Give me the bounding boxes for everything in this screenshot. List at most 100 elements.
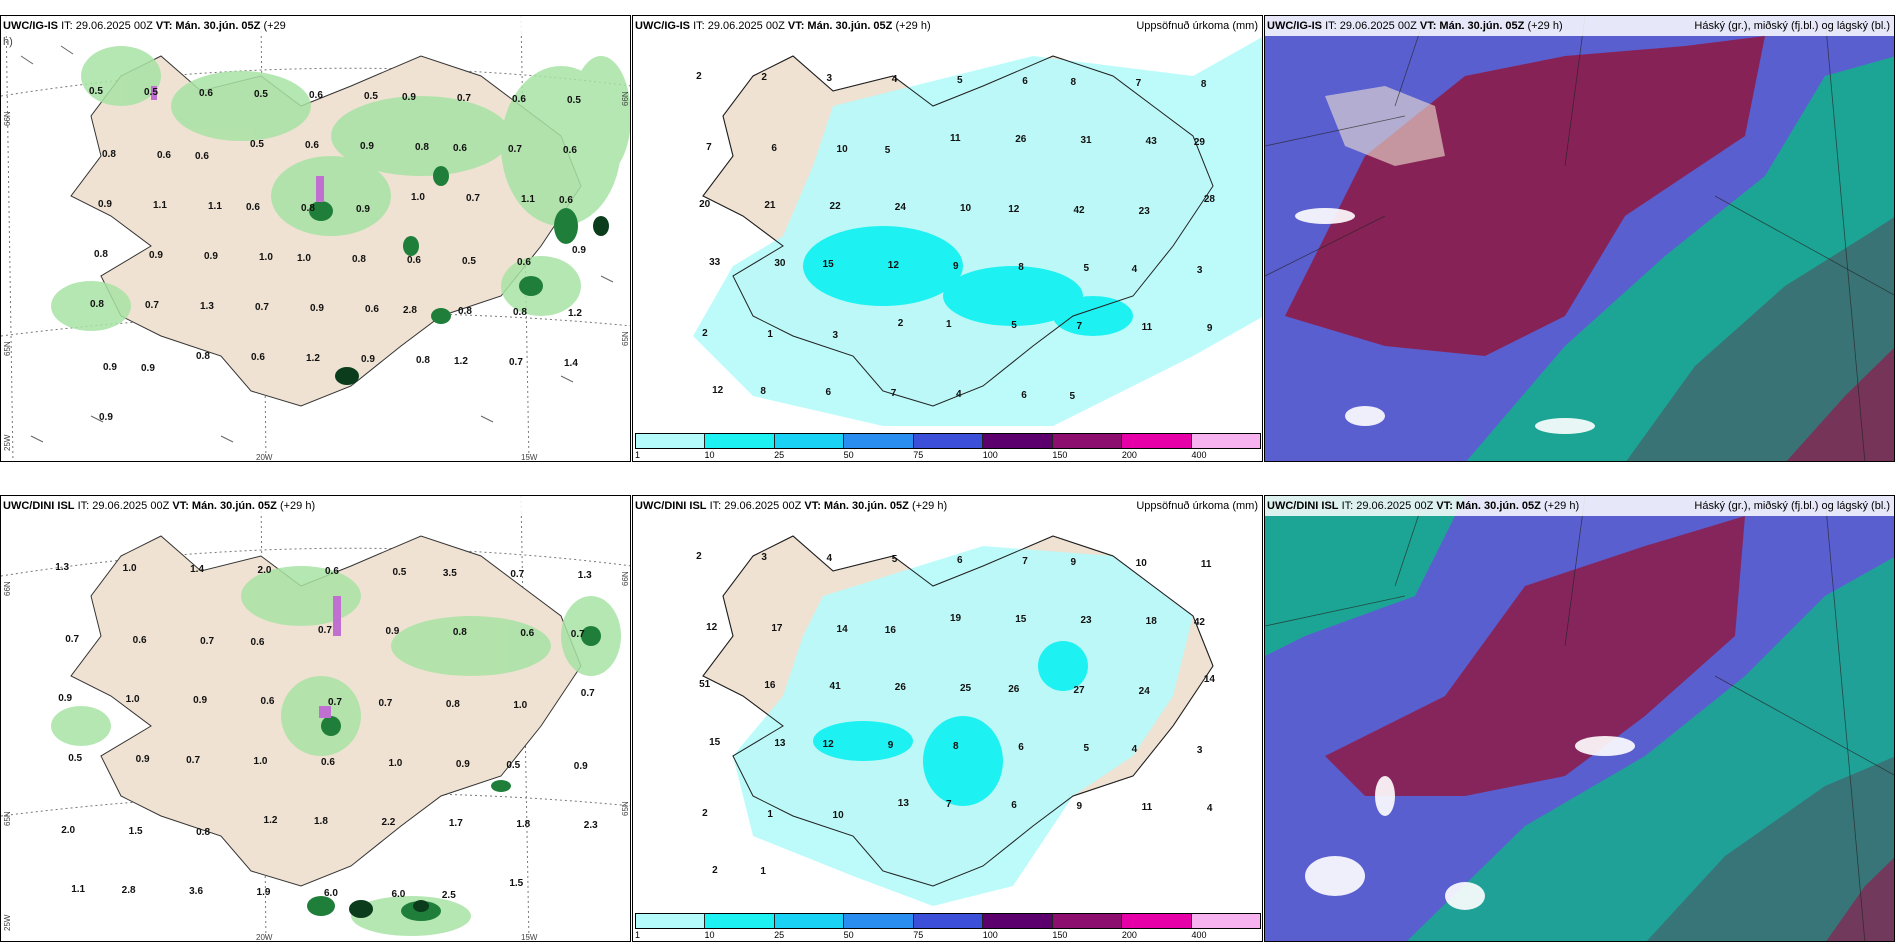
model-name: UWC/DINI ISL [635, 500, 707, 512]
value-label: 12 [822, 738, 834, 750]
value-label: 0.5 [144, 87, 158, 99]
value-label: 0.6 [132, 635, 147, 646]
colorbar-swatch [705, 914, 775, 928]
colorbar-tick-label: 50 [843, 930, 854, 940]
value-label: 0.9 [360, 141, 374, 153]
value-label: 0.9 [573, 760, 588, 772]
value-label: 1.2 [568, 307, 582, 319]
value-label: 0.7 [328, 697, 342, 709]
value-label: 4 [1131, 263, 1138, 275]
colorbar-swatch [983, 434, 1053, 448]
value-label: 1 [767, 328, 773, 340]
value-label: 2.0 [61, 825, 76, 836]
colorbar-swatch [1122, 434, 1192, 448]
lon-label-15w: 15W [521, 453, 538, 462]
value-label: 3 [832, 329, 839, 341]
colorbar-tick-label: 200 [1121, 450, 1137, 460]
value-label: 1.9 [256, 887, 271, 899]
value-label: 0.6 [512, 94, 526, 106]
value-label: 0.8 [452, 627, 467, 638]
init-time: IT: 29.06.2025 00Z [693, 20, 785, 32]
field-title: Uppsöfnuð úrkoma (mm) [1136, 500, 1258, 512]
value-label: 27 [1073, 685, 1085, 697]
panel-bottom-right-clouds: UWC/DINI ISL IT: 29.06.2025 00Z VT: Mán.… [1264, 495, 1895, 942]
value-label: 0.5 [254, 89, 268, 101]
value-label: 0.7 [318, 625, 332, 636]
value-label: 5 [1069, 391, 1075, 403]
colorbar-swatch [913, 434, 984, 448]
colorbar-tick-label: 150 [1052, 930, 1068, 940]
map-iceland-cloud-cover [1265, 496, 1894, 941]
panel-header: UWC/DINI ISL IT: 29.06.2025 00Z VT: Mán.… [1265, 496, 1894, 516]
lat-label-65n-right: 65N [621, 801, 630, 816]
lat-label-66n-right: 66N [621, 571, 630, 586]
valid-time: VT: Mán. 30.jún. 05Z [1436, 500, 1541, 512]
colorbar-swatch [844, 434, 914, 448]
value-label: 0.9 [361, 353, 375, 365]
value-label: 0.9 [402, 92, 416, 104]
value-label: 3 [1196, 264, 1203, 276]
value-label: 26 [894, 682, 906, 694]
value-label: 0.7 [508, 144, 522, 156]
valid-time: VT: Mán. 30.jún. 05Z [155, 20, 261, 32]
value-label: 0.8 [352, 254, 366, 265]
field-title: Háský (gr.), miðský (fj.bl.) og lágský (… [1694, 500, 1890, 512]
value-label: 0.7 [509, 356, 523, 368]
colorbar-tick-label: 100 [982, 930, 998, 940]
colorbar-swatch [1122, 914, 1192, 928]
value-label: 2.8 [403, 304, 417, 316]
valid-time: VT: Mán. 30.jún. 05Z [787, 20, 893, 32]
value-label: 1.0 [259, 252, 273, 263]
value-label: 1.5 [128, 826, 143, 837]
value-label: 1.2 [454, 355, 468, 367]
value-label: 0.5 [89, 86, 103, 98]
lead-time: (+29 [263, 20, 286, 32]
value-label: 0.6 [250, 637, 265, 648]
value-label: 9 [953, 260, 959, 272]
model-name: UWC/IG-IS [635, 20, 690, 32]
colorbar-swatch [774, 434, 845, 448]
value-label: 9 [1070, 556, 1076, 568]
colorbar-tick-label: 1 [635, 450, 641, 460]
value-label: 1.8 [314, 816, 328, 827]
value-label: 6.0 [324, 888, 338, 900]
value-label: 6 [771, 142, 777, 154]
value-label: 4 [891, 73, 898, 85]
panel-top-right-clouds: UWC/IG-IS IT: 29.06.2025 00Z VT: Mán. 30… [1264, 15, 1895, 462]
value-label: 1 [760, 866, 766, 878]
colorbar-tick-label: 400 [1191, 930, 1207, 940]
value-label: 6 [825, 387, 832, 399]
value-label: 28 [1203, 194, 1215, 206]
panel-header: UWC/DINI ISL IT: 29.06.2025 00Z VT: Mán.… [1, 496, 630, 516]
lon-label-25w: 25W [3, 434, 12, 451]
lat-label-65n-right: 65N [621, 331, 630, 346]
value-label: 1.2 [306, 352, 320, 364]
value-label: 1.3 [55, 561, 70, 573]
value-label: 11 [1141, 801, 1153, 813]
value-label: 0.7 [378, 698, 393, 710]
lon-label-20w: 20W [256, 453, 273, 462]
value-label: 15 [1015, 613, 1027, 625]
value-label: 9 [1076, 800, 1082, 812]
value-label: 0.5 [462, 256, 476, 267]
value-label: 8 [760, 386, 766, 398]
value-label: 41 [829, 681, 841, 693]
colorbar-swatch [983, 914, 1053, 928]
value-label: 1.3 [577, 569, 592, 581]
value-label: 1.0 [122, 562, 137, 574]
value-label: 30 [774, 257, 786, 269]
value-label: 11 [1200, 558, 1212, 570]
lat-label-66n-right: 66N [621, 91, 630, 106]
colorbar-swatch [1191, 434, 1260, 448]
value-label: 1.0 [125, 694, 140, 706]
colorbar-tick-label: 200 [1121, 930, 1137, 940]
value-label: 19 [950, 612, 962, 624]
colorbar-tick-label: 75 [913, 450, 924, 460]
field-title: Uppsöfnuð úrkoma (mm) [1136, 20, 1258, 32]
value-label: 0.5 [506, 759, 521, 771]
value-label: 0.7 [570, 629, 585, 640]
init-time: IT: 29.06.2025 00Z [1325, 20, 1417, 32]
value-label: 0.7 [186, 754, 201, 766]
value-label: 0.7 [200, 636, 215, 647]
panel-top-middle-accum-precip: UWC/IG-IS IT: 29.06.2025 00Z VT: Mán. 30… [632, 15, 1263, 462]
